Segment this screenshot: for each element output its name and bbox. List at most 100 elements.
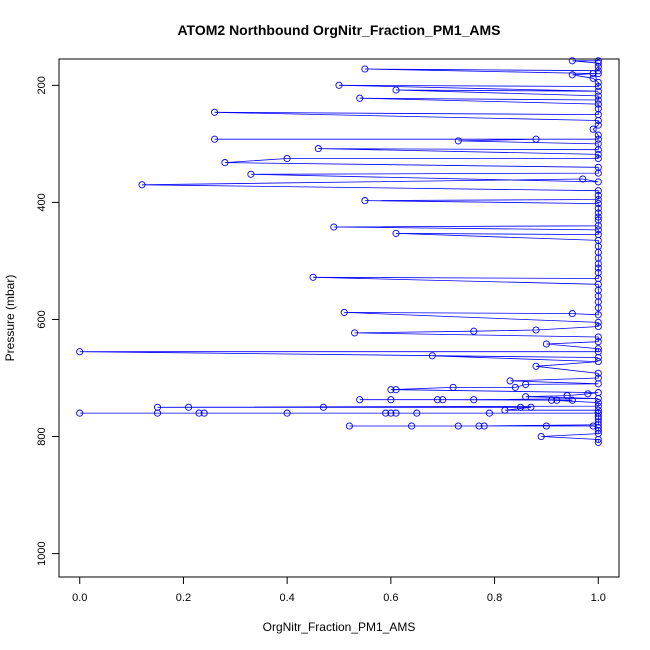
- data-point: [542, 422, 550, 430]
- data-point: [594, 213, 602, 221]
- data-point: [211, 108, 219, 116]
- data-point: [568, 57, 576, 65]
- data-point: [568, 71, 576, 79]
- data-point: [319, 403, 327, 411]
- data-point: [138, 181, 146, 189]
- data-point: [594, 187, 602, 195]
- data-point: [340, 308, 348, 316]
- data-point: [594, 135, 602, 143]
- y-tick-label: 600: [36, 310, 48, 328]
- data-point: [211, 135, 219, 143]
- data-point: [568, 310, 576, 318]
- data-point: [408, 422, 416, 430]
- x-tick-label: 1.0: [591, 592, 606, 604]
- chart-title: ATOM2 Northbound OrgNitr_Fraction_PM1_AM…: [177, 22, 500, 38]
- x-tick-label: 0.4: [279, 592, 294, 604]
- data-point: [392, 229, 400, 237]
- data-point: [594, 318, 602, 326]
- data-series: [76, 57, 602, 446]
- data-point: [594, 204, 602, 212]
- data-point: [594, 216, 602, 224]
- data-point: [594, 369, 602, 377]
- data-point: [387, 409, 395, 417]
- data-point: [522, 393, 530, 401]
- data-point: [589, 74, 597, 82]
- data-point: [532, 326, 540, 334]
- data-point: [283, 409, 291, 417]
- data-point: [470, 396, 478, 404]
- data-point: [594, 322, 602, 331]
- data-point: [392, 86, 400, 94]
- data-point: [594, 409, 602, 417]
- data-point: [439, 396, 447, 404]
- y-axis: 200 400 600 800 1000: [36, 76, 60, 566]
- data-point: [361, 197, 369, 205]
- data-point: [594, 418, 602, 426]
- data-point: [594, 345, 602, 353]
- data-point: [387, 396, 395, 404]
- x-axis-label: OrgNitr_Fraction_PM1_AMS: [263, 620, 416, 634]
- data-point: [532, 135, 540, 143]
- data-point: [480, 422, 488, 430]
- data-point: [527, 403, 535, 411]
- data-point: [195, 409, 203, 417]
- data-point: [548, 396, 556, 404]
- data-point: [594, 92, 602, 100]
- y-axis-label: Pressure (mbar): [3, 275, 17, 362]
- data-point: [351, 329, 359, 337]
- data-point: [568, 396, 576, 404]
- x-tick-label: 0.2: [176, 592, 191, 604]
- data-point: [553, 396, 561, 404]
- data-point: [485, 409, 493, 417]
- data-point: [356, 94, 364, 102]
- data-point: [594, 82, 602, 91]
- x-tick-label: 0.8: [487, 592, 502, 604]
- data-point: [475, 422, 483, 430]
- data-point: [392, 409, 400, 417]
- x-axis: 0.0 0.2 0.4 0.6 0.8 1.0: [72, 576, 606, 604]
- data-point: [594, 121, 602, 129]
- data-point: [594, 178, 602, 186]
- data-point: [200, 409, 208, 417]
- data-point: [153, 403, 162, 411]
- data-point: [356, 396, 364, 404]
- data-point: [594, 154, 602, 163]
- data-point: [387, 386, 395, 394]
- data-point: [594, 70, 602, 78]
- data-point: [594, 338, 602, 346]
- data-point: [594, 59, 602, 67]
- data-point: [594, 67, 602, 75]
- data-point: [185, 403, 193, 411]
- data-point: [501, 406, 509, 414]
- data-point: [309, 273, 317, 281]
- data-point: [594, 231, 602, 239]
- data-point: [594, 226, 602, 234]
- data-point: [594, 374, 602, 382]
- data-point: [413, 409, 421, 417]
- data-point: [594, 140, 602, 148]
- data-point: [532, 362, 540, 370]
- data-point: [594, 200, 602, 208]
- y-tick-label: 1000: [36, 541, 48, 565]
- data-point: [511, 383, 519, 391]
- data-point: [594, 131, 602, 139]
- data-point: [594, 209, 602, 217]
- data-point: [537, 432, 545, 441]
- data-point: [506, 377, 514, 385]
- data-point: [283, 154, 291, 163]
- data-point: [516, 403, 525, 411]
- data-point: [563, 392, 571, 400]
- data-point: [589, 70, 597, 78]
- data-point: [594, 150, 602, 158]
- data-point: [594, 191, 602, 199]
- data-point: [594, 399, 602, 407]
- data-point: [594, 358, 602, 366]
- data-point: [594, 163, 602, 171]
- data-point: [594, 348, 602, 356]
- data-point: [433, 396, 442, 404]
- data-point: [247, 170, 255, 178]
- data-point: [594, 195, 602, 204]
- y-tick-label: 400: [36, 193, 48, 211]
- series-line: [79, 60, 599, 443]
